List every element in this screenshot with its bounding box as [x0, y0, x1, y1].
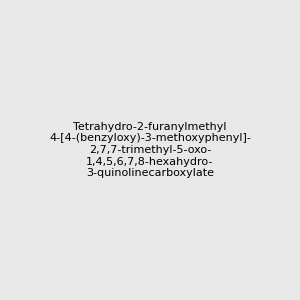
Text: Tetrahydro-2-furanylmethyl
4-[4-(benzyloxy)-3-methoxyphenyl]-
2,7,7-trimethyl-5-: Tetrahydro-2-furanylmethyl 4-[4-(benzylo…: [49, 122, 251, 178]
